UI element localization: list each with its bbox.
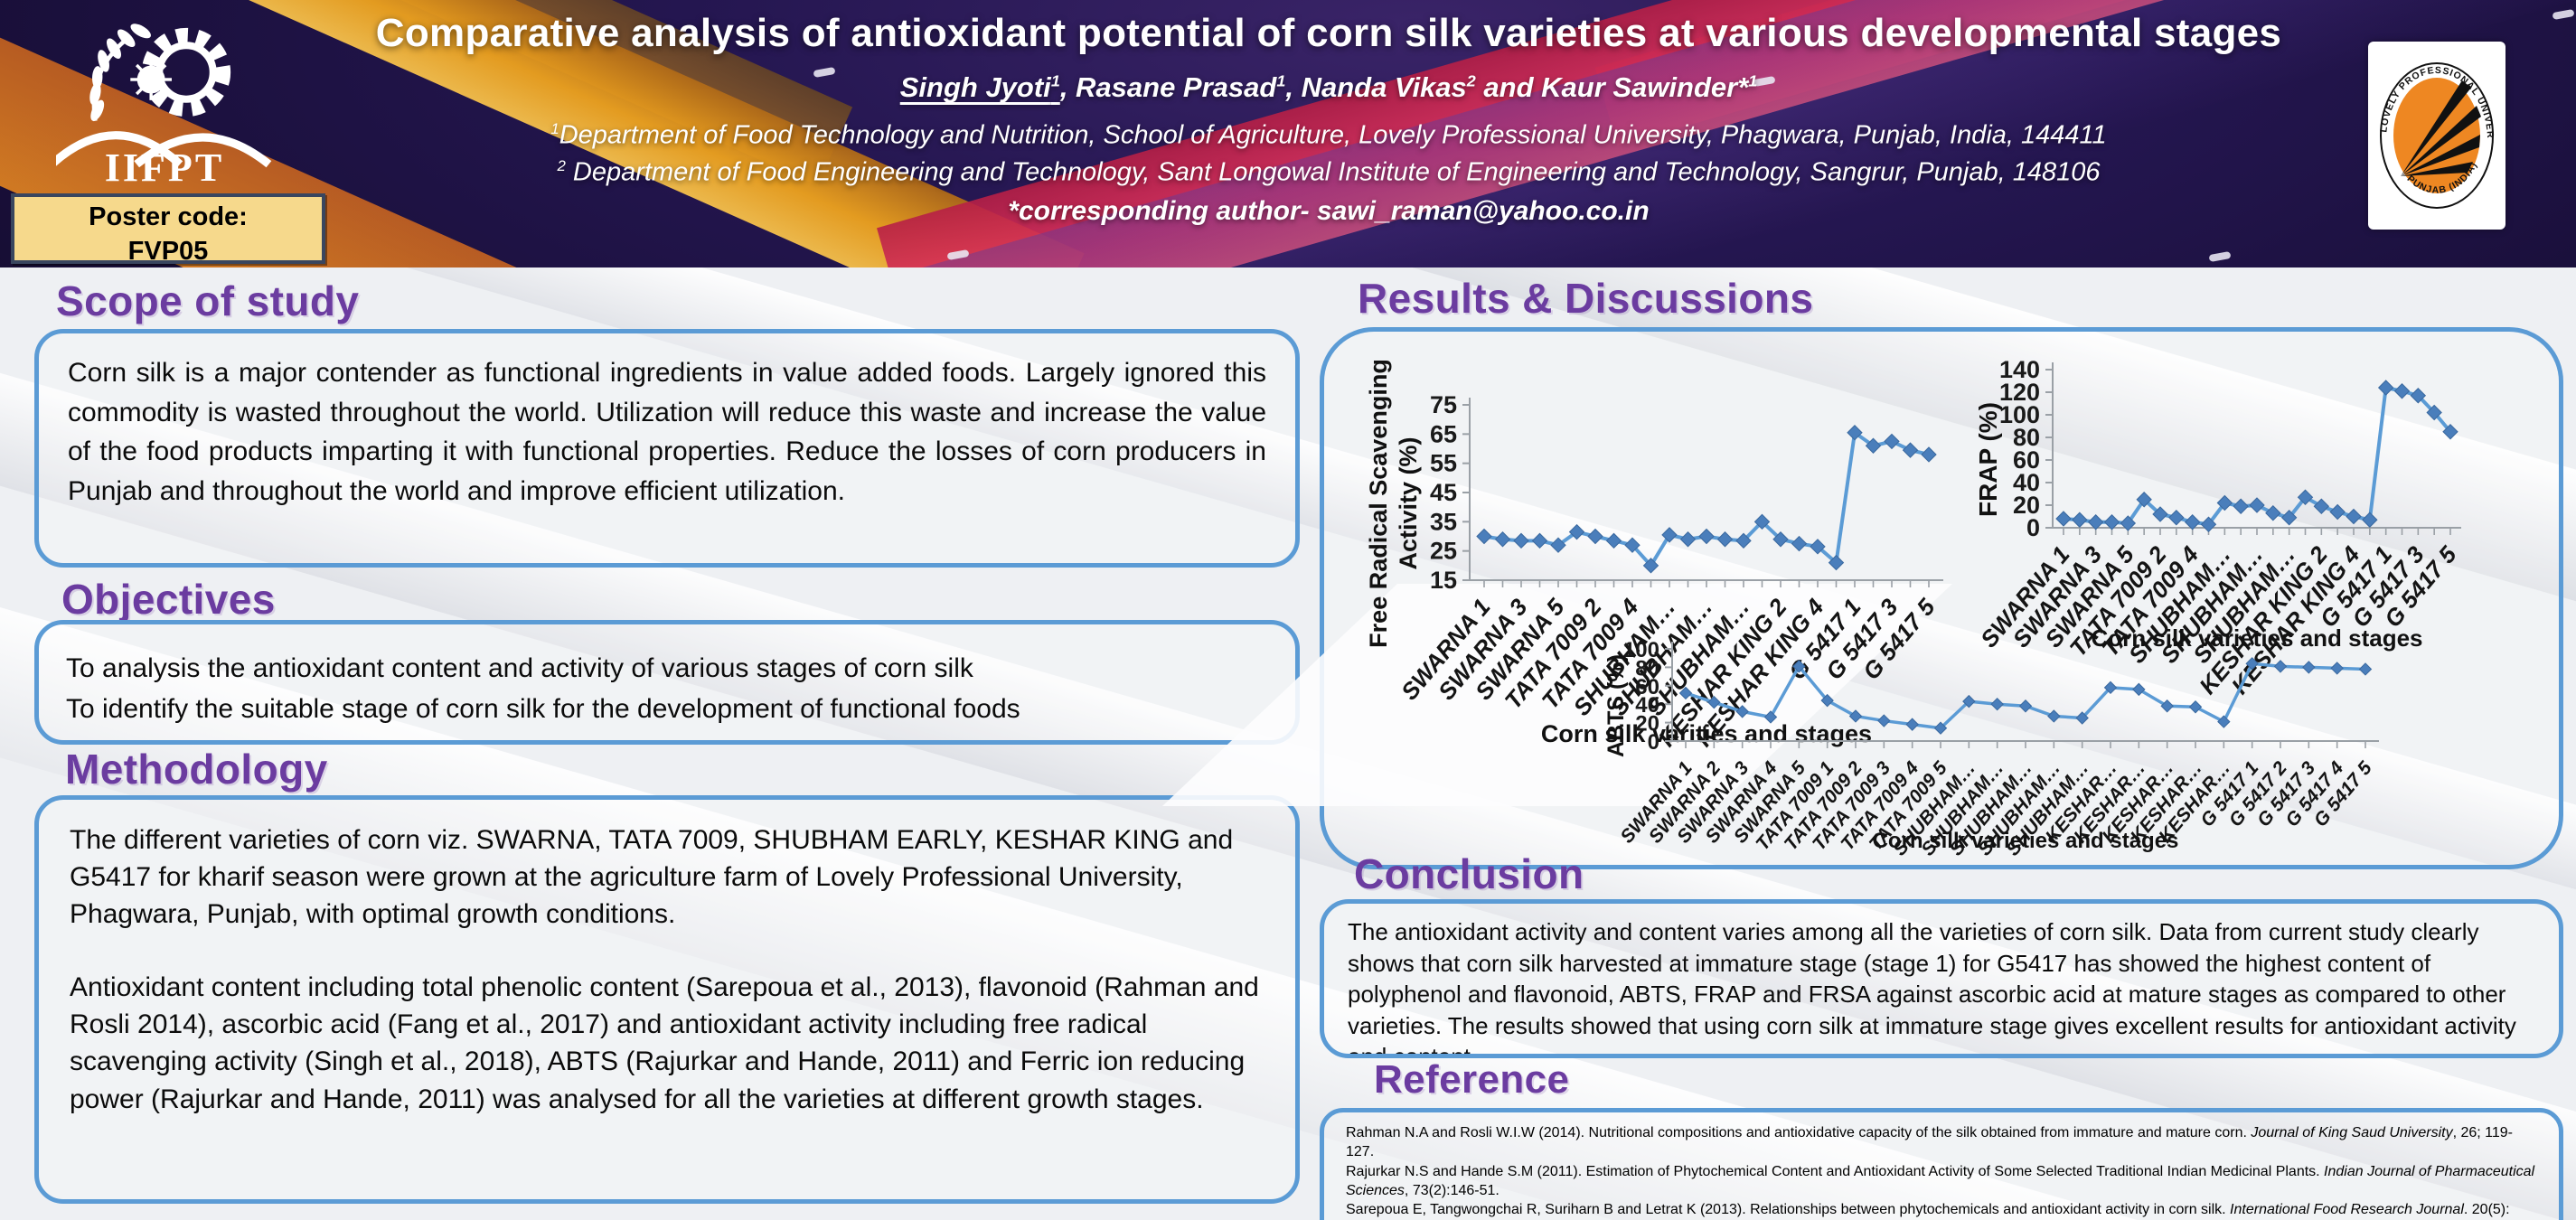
svg-text:0: 0 <box>2026 514 2040 541</box>
header-banner: IIFPT Poster code: FVP05 Comparative ana… <box>0 0 2576 267</box>
conclusion-box: The antioxidant activity and content var… <box>1320 899 2563 1058</box>
reference-box: Rahman N.A and Rosli W.I.W (2014). Nutri… <box>1320 1108 2563 1220</box>
svg-text:40: 40 <box>2013 469 2040 496</box>
svg-text:100: 100 <box>1623 638 1659 662</box>
author: Singh Jyoti1 <box>899 71 1060 103</box>
iifpt-logo-label: IIFPT <box>104 145 225 190</box>
conclusion-heading: Conclusion <box>1354 850 1584 897</box>
reference-list: Rahman N.A and Rosli W.I.W (2014). Nutri… <box>1324 1112 2559 1220</box>
methodology-paragraph: The different varieties of corn viz. SWA… <box>70 825 1234 930</box>
reference-item: Rahman N.A and Rosli W.I.W (2014). Nutri… <box>1346 1125 2514 1160</box>
svg-text:15: 15 <box>1430 567 1457 594</box>
svg-text:40: 40 <box>1635 693 1659 718</box>
svg-text:20: 20 <box>2013 492 2040 519</box>
svg-text:FRAP (%): FRAP (%) <box>1974 402 2002 517</box>
author: , Rasane Prasad1 <box>1059 71 1286 103</box>
reference-heading: Reference <box>1374 1057 1570 1102</box>
svg-text:0: 0 <box>1648 730 1659 755</box>
poster-code-value: FVP05 <box>127 236 209 266</box>
methodology-heading: Methodology <box>65 746 328 793</box>
svg-text:35: 35 <box>1430 508 1457 535</box>
poster-title: Comparative analysis of antioxidant pote… <box>375 11 2282 55</box>
objective-item: To analysis the antioxidant content and … <box>66 653 973 683</box>
objective-item: To identify the suitable stage of corn s… <box>66 694 1020 724</box>
svg-text:Corn silk varities and stages: Corn silk varities and stages <box>1541 720 1872 747</box>
svg-text:Corn silk varieties and stages: Corn silk varieties and stages <box>1873 829 2179 853</box>
methodology-paragraph: Antioxidant content including total phen… <box>70 972 1259 1114</box>
reference-item: Rajurkar N.S and Hande S.M (2011). Estim… <box>1346 1163 2535 1198</box>
svg-text:60: 60 <box>1635 675 1659 699</box>
poster-code-label: Poster code: <box>89 202 248 231</box>
svg-text:ABTS (%): ABTS (%) <box>1603 654 1629 757</box>
poster-code-box: Poster code: FVP05 <box>11 193 325 266</box>
svg-text:Free Radical Scavenging: Free Radical Scavenging <box>1365 359 1392 648</box>
scope-heading: Scope of study <box>56 277 360 324</box>
scope-text: Corn silk is a major contender as functi… <box>68 358 1266 506</box>
author: and Kaur Sawinder*1 <box>1475 71 1758 103</box>
svg-text:60: 60 <box>2013 446 2040 474</box>
objectives-heading: Objectives <box>61 576 276 623</box>
methodology-box: The different varieties of corn viz. SWA… <box>34 795 1300 1204</box>
authors-line: Singh Jyoti1, Rasane Prasad1, Nanda Vika… <box>343 71 2314 104</box>
header-text-block: Comparative analysis of antioxidant pote… <box>343 11 2314 227</box>
svg-text:80: 80 <box>1635 656 1659 680</box>
author: , Nanda Vikas2 <box>1285 71 1476 103</box>
svg-text:140: 140 <box>1999 356 2040 383</box>
header-dash <box>2208 250 2232 263</box>
chart-free-radical-scavenging: 15 25 35 45 55 65 75 SWARNA 1 SWARNA 3 SWARNA 5 TA… <box>1162 355 1987 806</box>
svg-text:55: 55 <box>1430 450 1457 477</box>
iifpt-logo-icon <box>49 7 273 188</box>
svg-text:25: 25 <box>1430 538 1457 565</box>
svg-text:Corn silk varieties and stages: Corn silk varieties and stages <box>2091 624 2422 652</box>
header-dash <box>2552 8 2575 21</box>
corresponding-author: *corresponding author- sawi_raman@yahoo.… <box>1008 196 1650 227</box>
chart-frap: 0 20 40 60 80 100 120 140 SWARNA 1 SWARNA 3 SWARNA… <box>1974 346 2567 699</box>
results-heading: Results & Discussions <box>1358 275 1814 322</box>
svg-text:75: 75 <box>1430 391 1457 418</box>
conclusion-text: The antioxidant activity and content var… <box>1348 918 2516 1058</box>
svg-text:20: 20 <box>1635 712 1659 737</box>
affiliation-2: 2 Department of Food Engineering and Tec… <box>557 156 2101 187</box>
svg-text:65: 65 <box>1430 420 1457 447</box>
reference-item: Sarepoua E, Tangwongchai R, Suriharn B a… <box>1346 1202 2510 1218</box>
affiliation-1: 1Department of Food Technology and Nutri… <box>550 120 2107 150</box>
chart-abts: 0 20 40 60 80 100 SWARNA 1 SWARNA 2 SWARNA 3 SWAR… <box>1537 624 2458 860</box>
svg-text:45: 45 <box>1430 479 1457 506</box>
svg-text:100: 100 <box>1999 401 2040 428</box>
svg-text:Activity (%): Activity (%) <box>1395 436 1422 569</box>
svg-text:120: 120 <box>1999 379 2040 406</box>
lpu-logo-icon: LOVELY PROFESSIONAL UNIVERSITY PUNJAB (I… <box>2368 42 2505 230</box>
objectives-box: To analysis the antioxidant content and … <box>34 620 1300 745</box>
scope-box: Corn silk is a major contender as functi… <box>34 329 1300 568</box>
svg-text:80: 80 <box>2013 424 2040 451</box>
